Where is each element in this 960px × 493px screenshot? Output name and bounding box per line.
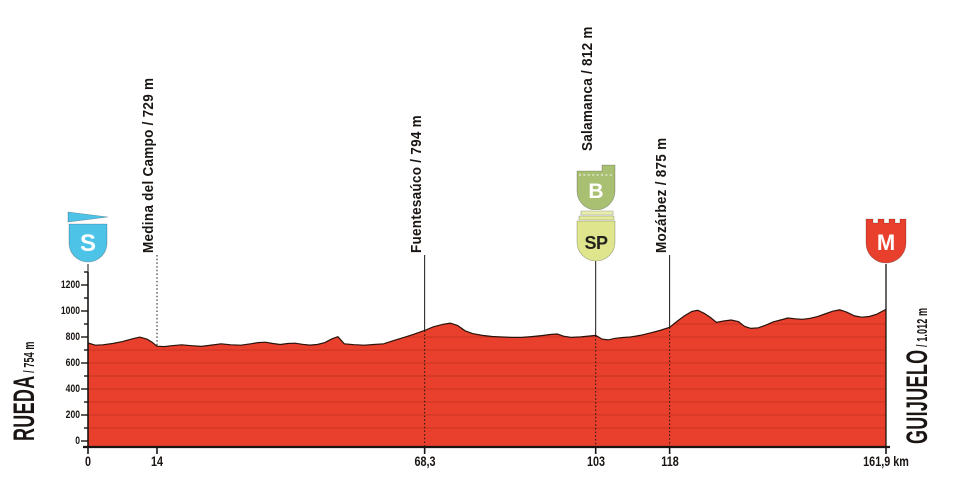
- sprint-icon: SP: [574, 209, 618, 266]
- waypoint-label: Fuentesaúco / 794 m: [407, 115, 425, 253]
- waypoint-label: RUEDA / 754 m: [8, 341, 45, 441]
- y-tick-label: 1200: [60, 279, 80, 291]
- waypoint-elevation: / 812 m: [578, 26, 596, 79]
- elevation-outline: [87, 308, 887, 348]
- svg-text:M: M: [877, 230, 895, 255]
- waypoint-name: Fuentesaúco: [407, 166, 425, 253]
- x-tick-label: 14: [150, 454, 164, 469]
- x-tick-label: 68,3: [414, 454, 436, 469]
- x-tick-label: 118: [660, 454, 679, 469]
- y-tick-label: 200: [65, 409, 80, 421]
- finish-icon: M: [863, 209, 909, 270]
- waypoint-label: Medina del Campo / 729 m: [140, 77, 157, 253]
- y-tick-label: 800: [65, 331, 80, 343]
- y-tick-label: 0: [75, 435, 80, 447]
- y-tick-label: 400: [65, 383, 80, 395]
- waypoint-name: RUEDA: [8, 375, 41, 441]
- waypoint-label: Salamanca / 812 m: [578, 26, 596, 151]
- waypoint-name: Medina del Campo: [140, 129, 157, 253]
- bonus-icon: B: [574, 158, 618, 215]
- start-icon: S: [66, 206, 110, 269]
- waypoint-elevation: / 875 m: [652, 137, 670, 190]
- svg-text:B: B: [588, 180, 603, 203]
- axes: [81, 271, 890, 454]
- svg-text:S: S: [80, 230, 96, 257]
- x-tick-label: 0: [84, 454, 91, 469]
- x-tick-label: 161,9 km: [863, 454, 909, 469]
- waypoint-label: GUIJUELO / 1.012 m: [901, 307, 938, 444]
- waypoint-label: Mozárbez / 875 m: [652, 137, 670, 253]
- waypoint-elevation: / 1.012 m: [914, 307, 931, 350]
- y-tick-label: 600: [65, 357, 80, 369]
- waypoint-elevation: / 794 m: [407, 115, 425, 167]
- waypoint-elevation: / 754 m: [21, 341, 38, 376]
- waypoint-name: Mozárbez: [652, 189, 670, 253]
- waypoint-name: GUIJUELO: [901, 349, 934, 444]
- x-tick-label: 103: [586, 454, 605, 469]
- svg-text:SP: SP: [584, 233, 608, 253]
- waypoint-name: Salamanca: [578, 78, 596, 151]
- y-tick-label: 1000: [60, 305, 80, 317]
- waypoint-elevation: / 729 m: [140, 77, 157, 130]
